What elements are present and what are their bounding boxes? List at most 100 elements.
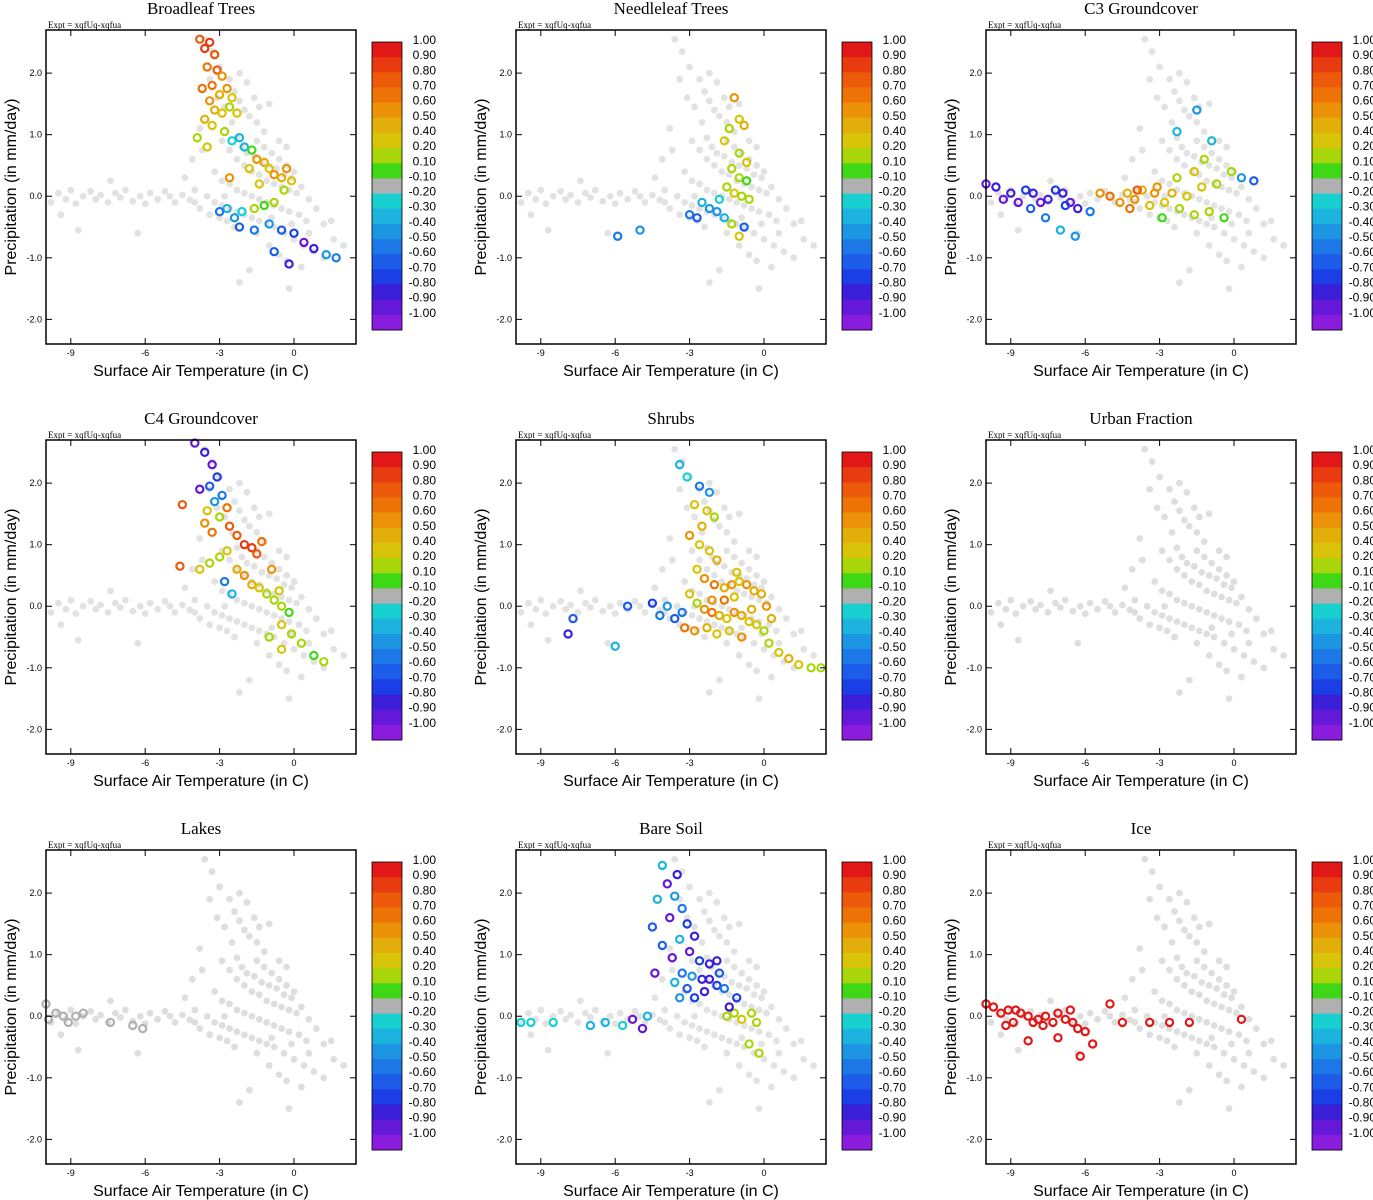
background-point: [1193, 639, 1201, 647]
background-point: [753, 1077, 760, 1085]
data-point: [677, 903, 687, 914]
background-point: [275, 1071, 283, 1079]
background-point: [745, 565, 753, 573]
colorbar-swatch: [1312, 877, 1342, 893]
colorbar-label: -0.40: [409, 215, 437, 229]
background-point: [1198, 978, 1206, 986]
background-point: [1188, 1034, 1196, 1042]
data-point: [794, 660, 804, 670]
colorbar-swatch: [372, 299, 402, 316]
colorbar-label: 0.50: [413, 929, 437, 943]
background-point: [268, 149, 276, 157]
background-point: [636, 602, 644, 610]
background-point: [666, 125, 674, 132]
data-point: [637, 1023, 648, 1034]
background-point: [1166, 615, 1173, 622]
data-point: [262, 589, 272, 599]
colorbar-label: -0.80: [879, 1096, 907, 1110]
background-point: [258, 568, 266, 576]
colorbar-label: 0.40: [1353, 534, 1373, 548]
background-point: [730, 143, 738, 151]
experiment-label: Expt = xqfUq-xqfua: [48, 840, 121, 850]
background-point: [1270, 645, 1278, 653]
background-point: [1173, 618, 1181, 626]
background-point: [775, 229, 783, 237]
background-point: [715, 676, 723, 684]
background-point: [549, 192, 557, 200]
colorbar-label: -1.00: [409, 306, 437, 320]
data-point: [1236, 1014, 1247, 1025]
data-point: [729, 1008, 739, 1018]
background-point: [720, 504, 728, 512]
data-point: [689, 626, 700, 636]
x-tick-label: -9: [67, 348, 75, 358]
background-point: [112, 1009, 119, 1017]
x-tick-label: -6: [611, 1168, 619, 1178]
data-point: [1249, 176, 1259, 186]
background-point: [161, 187, 169, 195]
background-point: [725, 513, 733, 521]
background-point: [206, 621, 214, 629]
background-point: [241, 1031, 248, 1039]
colorbar-swatch: [1312, 42, 1342, 58]
data-point: [563, 629, 573, 639]
data-point: [239, 142, 250, 152]
data-point: [1033, 1014, 1043, 1025]
data-point: [1219, 213, 1229, 223]
colorbar-swatch: [372, 694, 402, 711]
background-point: [74, 636, 82, 644]
data-point: [1013, 197, 1023, 208]
background-point: [768, 593, 775, 601]
background-point: [735, 100, 743, 108]
plot-frame: [45, 849, 357, 1165]
background-point: [121, 596, 129, 604]
colorbar-label: 0.10: [1353, 974, 1373, 988]
colorbar-swatch: [1312, 998, 1342, 1015]
background-point: [47, 608, 55, 616]
background-point: [758, 994, 765, 1002]
background-point: [1205, 162, 1213, 169]
background-point: [673, 1012, 681, 1020]
data-point: [259, 157, 269, 168]
colorbar-label: 0.80: [1353, 63, 1373, 77]
background-point: [310, 1068, 318, 1076]
background-point: [241, 1009, 248, 1017]
background-point: [668, 966, 676, 974]
colorbar-label: 0.20: [883, 139, 907, 153]
background-point: [678, 48, 686, 55]
colorbar-label: -0.90: [1349, 291, 1373, 305]
data-point: [309, 243, 319, 254]
background-point: [166, 192, 174, 200]
data-point: [1048, 1017, 1058, 1028]
background-point: [1146, 1031, 1154, 1039]
colorbar-label: -0.30: [879, 1020, 907, 1034]
colorbar-swatch: [372, 1059, 402, 1075]
colorbar-label: 0.20: [413, 959, 437, 973]
background-point: [671, 35, 679, 43]
data-point: [704, 974, 715, 984]
background-point: [1076, 1012, 1084, 1020]
background-point: [703, 155, 711, 163]
data-point: [202, 62, 212, 72]
background-point: [562, 605, 569, 613]
colorbar-label: 0.50: [883, 929, 907, 943]
data-point: [252, 154, 262, 164]
background-point: [1215, 975, 1223, 983]
colorbar-label: -0.70: [879, 1080, 907, 1094]
background-point: [1215, 1071, 1223, 1079]
colorbar-swatch: [1312, 907, 1342, 924]
colorbar-swatch: [372, 907, 402, 924]
colorbar-swatch: [1312, 633, 1342, 650]
colorbar-swatch: [842, 1134, 872, 1151]
colorbar-swatch: [1312, 937, 1342, 954]
background-point: [1166, 1000, 1173, 1008]
data-point: [657, 940, 668, 951]
background-point: [686, 1034, 693, 1042]
colorbar-swatch: [1312, 664, 1342, 680]
background-point: [233, 565, 241, 573]
background-point: [255, 195, 263, 203]
background-point: [1002, 605, 1010, 613]
background-point: [1136, 125, 1144, 132]
